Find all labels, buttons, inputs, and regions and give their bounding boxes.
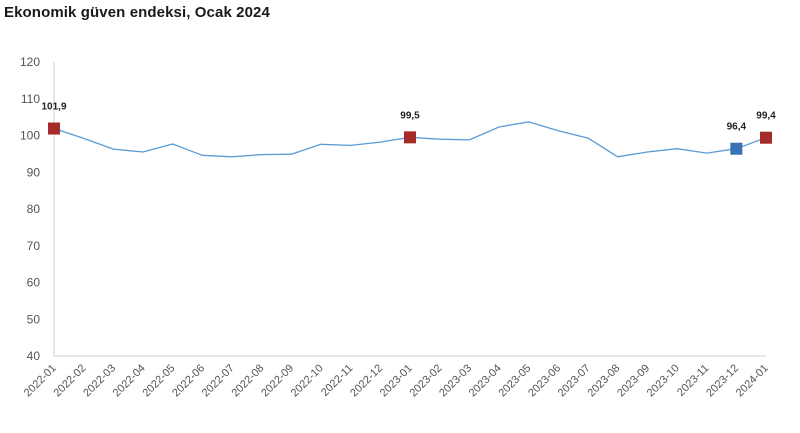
y-tick-label: 110 (21, 92, 40, 106)
y-tick-label: 40 (27, 349, 41, 363)
y-axis-ticks: 40 50 60 70 80 90 100 110 120 (20, 55, 40, 363)
axes (53, 62, 766, 357)
data-point-marker (730, 142, 743, 155)
y-tick-label: 120 (20, 55, 40, 69)
x-tick-label: 2024-01 (734, 362, 771, 399)
data-label: 99,5 (400, 110, 420, 121)
y-tick-label: 90 (27, 165, 41, 179)
chart-title: Ekonomik güven endeksi, Ocak 2024 (4, 4, 270, 21)
x-tick-label: 2023-10 (645, 362, 682, 399)
y-tick-label: 50 (27, 312, 41, 326)
data-labels: 101,9 99,5 96,4 99,4 (41, 102, 776, 133)
x-axis-ticks: 2022-012022-022022-032022-042022-052022-… (22, 362, 771, 399)
data-label: 96,4 (727, 122, 747, 133)
markers (48, 122, 772, 155)
y-tick-label: 100 (20, 129, 40, 143)
y-tick-label: 80 (27, 202, 41, 216)
y-tick-label: 60 (27, 276, 41, 290)
data-point-marker (760, 131, 772, 144)
data-label: 101,9 (41, 102, 66, 113)
data-point-marker (48, 122, 60, 135)
data-label: 99,4 (756, 111, 776, 122)
data-point-marker (404, 131, 416, 144)
x-tick-label: 2022-10 (289, 362, 326, 399)
y-tick-label: 70 (27, 239, 41, 253)
